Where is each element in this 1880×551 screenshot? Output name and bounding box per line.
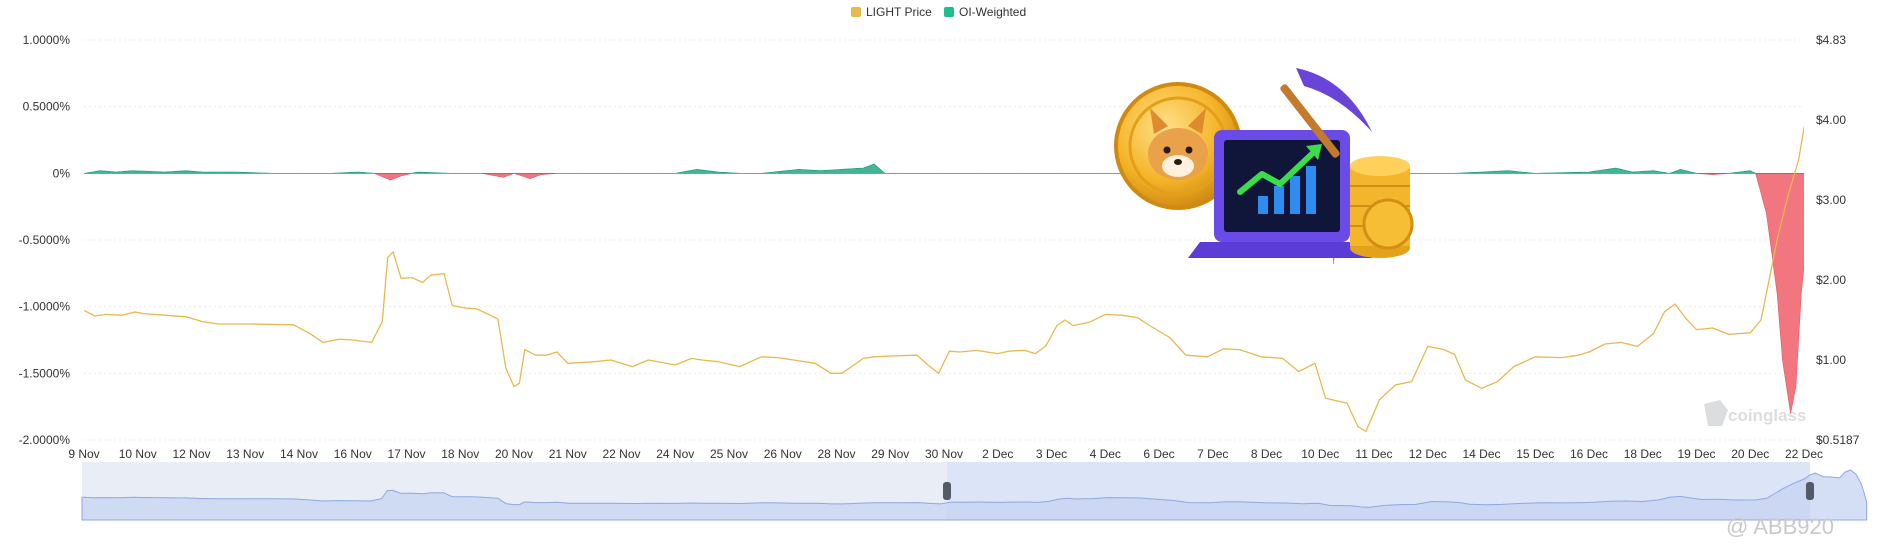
x-axis-tick: 28 Nov — [817, 447, 855, 461]
x-axis-tick: 2 Dec — [982, 447, 1013, 461]
legend-swatch-oi-weighted — [944, 7, 954, 17]
x-axis-tick: 19 Dec — [1677, 447, 1715, 461]
x-axis-tick: 8 Dec — [1251, 447, 1282, 461]
x-axis-tick: 14 Nov — [280, 447, 318, 461]
right-axis-tick: $4.83 — [1816, 33, 1846, 47]
oi-weighted-negative-area — [84, 172, 1804, 414]
shiba-coin-laptop-pickaxe-icon — [1114, 68, 1414, 258]
x-axis-tick: 26 Nov — [764, 447, 802, 461]
x-axis-tick: 15 Dec — [1516, 447, 1554, 461]
x-axis-tick: 22 Nov — [602, 447, 640, 461]
left-axis-tick: 0% — [53, 166, 71, 180]
navigator-handle-right[interactable] — [1806, 482, 1814, 500]
x-axis-tick: 10 Dec — [1301, 447, 1339, 461]
left-axis-tick: -0.5000% — [19, 233, 71, 247]
price-series — [84, 125, 1804, 433]
x-axis-tick: 30 Nov — [925, 447, 963, 461]
right-axis-tick: $2.00 — [1816, 273, 1846, 287]
left-axis-tick: 0.5000% — [23, 100, 71, 114]
x-axis-tick: 13 Nov — [226, 447, 264, 461]
right-axis-tick: $4.00 — [1816, 113, 1846, 127]
x-axis-tick: 16 Dec — [1570, 447, 1608, 461]
x-axis-tick: 29 Nov — [871, 447, 909, 461]
x-axis-tick: 21 Nov — [549, 447, 587, 461]
legend-label-price[interactable]: LIGHT Price — [866, 5, 932, 19]
x-axis-tick: 17 Nov — [387, 447, 425, 461]
x-axis-tick: 20 Nov — [495, 447, 533, 461]
grid-lines — [84, 39, 1804, 441]
x-axis-tick: 25 Nov — [710, 447, 748, 461]
x-axis-tick: 6 Dec — [1143, 447, 1174, 461]
x-axis-tick: 9 Nov — [68, 447, 99, 461]
x-axis-tick: 18 Nov — [441, 447, 479, 461]
right-axis-tick: $3.00 — [1816, 193, 1846, 207]
coinglass-watermark-text: coinglass — [1728, 406, 1806, 425]
x-axis-tick: 12 Dec — [1409, 447, 1447, 461]
left-axis-tick: 1.0000% — [23, 33, 71, 47]
navigator-price-area — [81, 469, 1868, 521]
x-axis-tick: 3 Dec — [1036, 447, 1067, 461]
x-axis-tick: 14 Dec — [1462, 447, 1500, 461]
oi-weighted-series — [84, 163, 1804, 414]
x-axis-tick: 22 Dec — [1785, 447, 1823, 461]
left-axis-tick: -1.5000% — [19, 366, 71, 380]
x-axis: 9 Nov 10 Nov 12 Nov 13 Nov 14 Nov 16 Nov 17 No… — [68, 447, 1823, 461]
legend-label-oi-weighted[interactable]: OI-Weighted — [959, 5, 1026, 19]
x-axis-tick: 12 Nov — [172, 447, 210, 461]
legend: LIGHT Price OI-Weighted — [851, 5, 1026, 19]
x-axis-tick: 11 Dec — [1355, 447, 1392, 461]
left-axis-tick: -1.0000% — [19, 300, 71, 314]
x-axis-tick: 24 Nov — [656, 447, 694, 461]
navigator-handle-left[interactable] — [943, 482, 951, 500]
x-axis-tick: 4 Dec — [1090, 447, 1121, 461]
x-axis-tick: 10 Nov — [119, 447, 157, 461]
right-axis-tick: $1.00 — [1816, 353, 1846, 367]
x-axis-tick: 16 Nov — [334, 447, 372, 461]
coinglass-watermark: coinglass — [1704, 400, 1806, 426]
left-axis: 1.0000% 0.5000% 0% -0.5000% -1.0000% -1.5000%… — [19, 33, 71, 447]
navigator-area — [81, 469, 1868, 521]
coinglass-logo-icon — [1704, 400, 1728, 426]
price-line — [84, 125, 1804, 433]
range-navigator[interactable] — [81, 462, 1868, 521]
right-axis-tick: $0.5187 — [1816, 433, 1860, 447]
oi-weighted-positive-area — [84, 163, 1804, 174]
x-axis-tick: 18 Dec — [1624, 447, 1662, 461]
right-axis: $4.83 $4.00 $3.00 $2.00 $1.00 $0.5187 — [1816, 33, 1860, 447]
x-axis-tick: 20 Dec — [1731, 447, 1769, 461]
author-watermark: @ ABB920 — [1726, 514, 1834, 539]
left-axis-tick: -2.0000% — [19, 433, 71, 447]
x-axis-tick: 7 Dec — [1197, 447, 1228, 461]
legend-swatch-price — [851, 7, 861, 17]
